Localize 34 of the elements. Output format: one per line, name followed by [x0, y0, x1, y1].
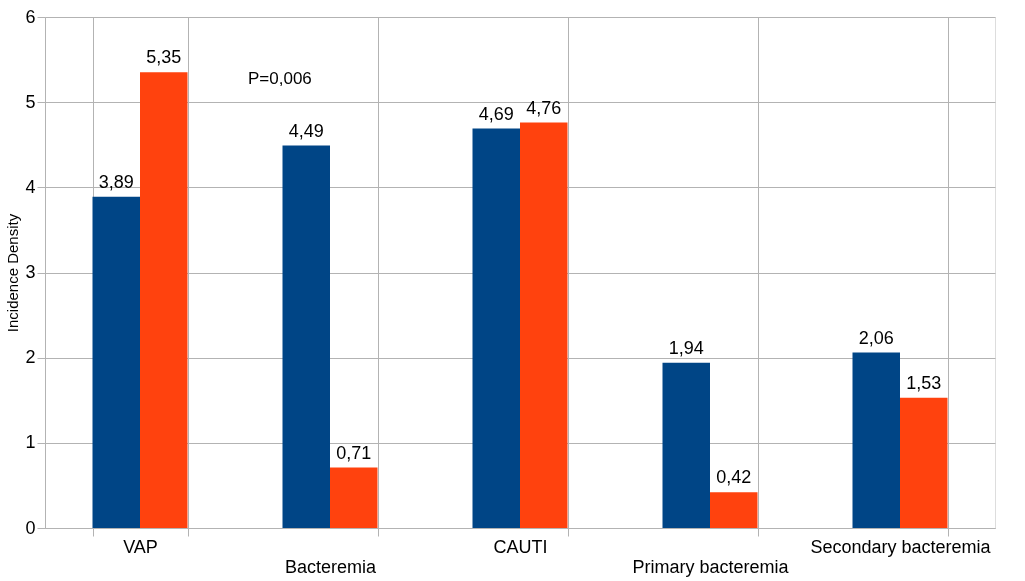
y-tick-label: 1 — [25, 432, 36, 453]
x-tick-label: Bacteremia — [284, 556, 377, 577]
bar — [282, 145, 330, 528]
data-label: 4,76 — [526, 97, 562, 118]
y-tick-label: 6 — [25, 6, 36, 27]
data-label: 3,89 — [98, 171, 134, 192]
data-label: 1,53 — [906, 372, 942, 393]
data-label: 0,42 — [716, 467, 752, 488]
data-label: 4,49 — [288, 120, 324, 141]
y-tick-label: 3 — [25, 262, 36, 282]
bar — [520, 122, 568, 528]
y-tick-label: 2 — [25, 347, 36, 368]
bar — [330, 467, 378, 528]
bar — [140, 72, 188, 528]
data-label: 0,71 — [336, 442, 372, 463]
data-label: 1,94 — [668, 337, 704, 358]
bar — [92, 196, 140, 528]
bar — [472, 128, 520, 528]
data-label: 5,35 — [146, 47, 182, 68]
y-axis-title: Incidence Density — [4, 213, 22, 333]
data-label: 2,06 — [858, 327, 894, 348]
bar — [710, 492, 758, 528]
bar — [900, 397, 948, 528]
data-label: 4,69 — [478, 103, 514, 124]
annotation: P=0,006 — [248, 69, 312, 88]
x-tick-label: VAP — [123, 536, 158, 557]
x-tick-label: Secondary bacteremia — [810, 536, 992, 557]
x-tick-label: CAUTI — [493, 536, 548, 557]
y-tick-label: 4 — [25, 176, 36, 197]
y-tick-label: 0 — [25, 517, 36, 538]
y-tick-label: 5 — [25, 91, 36, 112]
bar — [662, 362, 710, 528]
x-tick-label: Primary bacteremia — [632, 556, 790, 577]
bar — [852, 352, 900, 528]
